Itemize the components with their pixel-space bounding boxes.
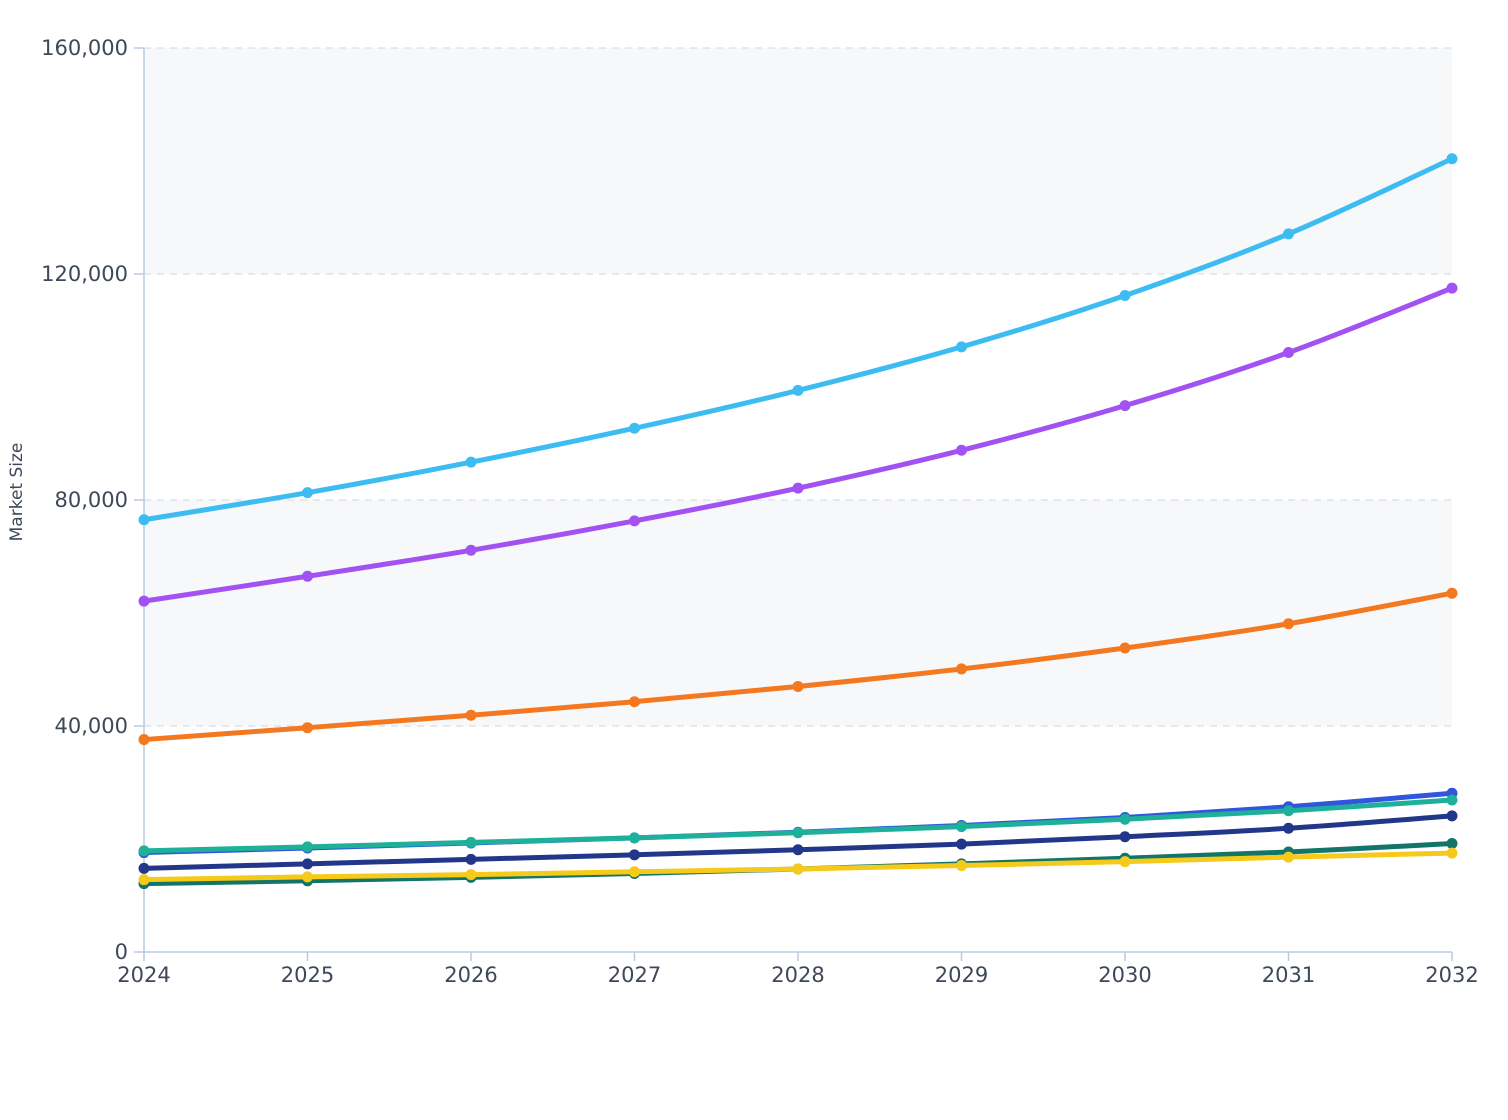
data-point[interactable]	[465, 853, 477, 865]
series-line	[141, 285, 1455, 604]
plot-band	[144, 48, 1452, 274]
data-point[interactable]	[302, 841, 313, 853]
data-point[interactable]	[1283, 618, 1294, 630]
series-group	[138, 153, 1458, 890]
x-tick-label: 2026	[444, 963, 497, 987]
data-point[interactable]	[1446, 282, 1458, 294]
plot-band	[144, 500, 1452, 726]
data-point[interactable]	[792, 680, 804, 692]
data-point[interactable]	[792, 482, 804, 494]
data-point[interactable]	[1446, 153, 1458, 165]
gridlines	[144, 47, 1452, 727]
data-point[interactable]	[956, 444, 967, 456]
data-point[interactable]	[138, 734, 150, 746]
data-point[interactable]	[956, 860, 967, 872]
data-point[interactable]	[956, 821, 967, 833]
series-6	[138, 810, 1458, 874]
series-8	[138, 847, 1458, 886]
data-point[interactable]	[629, 696, 640, 708]
data-point[interactable]	[629, 849, 640, 861]
data-point[interactable]	[302, 858, 313, 870]
x-tick-label: 2024	[117, 963, 170, 987]
series-2	[138, 282, 1458, 607]
x-tick-label: 2028	[771, 963, 824, 987]
data-point[interactable]	[465, 544, 477, 556]
x-tick-label: 2029	[935, 963, 988, 987]
data-point[interactable]	[302, 570, 313, 582]
data-point[interactable]	[792, 827, 804, 839]
data-point[interactable]	[1119, 642, 1131, 654]
plot-background	[144, 48, 1452, 726]
data-point[interactable]	[465, 836, 477, 848]
data-point[interactable]	[1119, 831, 1131, 843]
y-axis-title: Market Size	[7, 443, 27, 542]
data-point[interactable]	[1119, 400, 1131, 412]
data-point[interactable]	[138, 845, 150, 857]
y-tick-label: 120,000	[41, 262, 128, 286]
data-point[interactable]	[1446, 794, 1458, 806]
data-point[interactable]	[792, 384, 804, 396]
y-tick-label: 0	[115, 940, 128, 964]
data-point[interactable]	[956, 341, 967, 353]
data-point[interactable]	[1283, 822, 1294, 834]
x-axis-ticks: 2024 2025 2026 2027 2028 2029 2030 2031 2032	[117, 952, 1479, 987]
data-point[interactable]	[1283, 805, 1294, 817]
data-point[interactable]	[792, 863, 804, 875]
data-point[interactable]	[465, 456, 477, 468]
data-point[interactable]	[1119, 813, 1131, 825]
series-5	[138, 794, 1458, 857]
data-point[interactable]	[629, 515, 640, 527]
y-tick-label: 80,000	[55, 488, 128, 512]
data-point[interactable]	[302, 487, 313, 499]
data-point[interactable]	[1283, 347, 1294, 359]
data-point[interactable]	[138, 595, 150, 607]
data-point[interactable]	[465, 709, 477, 721]
data-point[interactable]	[629, 422, 640, 434]
data-point[interactable]	[1283, 228, 1294, 240]
data-point[interactable]	[302, 871, 313, 883]
data-point[interactable]	[792, 844, 804, 856]
series-1	[138, 153, 1458, 526]
y-tick-label: 160,000	[41, 36, 128, 60]
data-point[interactable]	[138, 862, 150, 874]
data-point[interactable]	[1446, 838, 1458, 850]
data-point[interactable]	[629, 866, 640, 878]
data-point[interactable]	[138, 874, 150, 886]
y-axis-ticks: 0 40,000 80,000 120,000 160,000	[41, 36, 144, 964]
data-point[interactable]	[302, 722, 313, 734]
data-point[interactable]	[956, 663, 967, 675]
data-point[interactable]	[1119, 289, 1131, 301]
y-tick-label: 40,000	[55, 714, 128, 738]
series-line	[141, 813, 1455, 871]
data-point[interactable]	[629, 832, 640, 844]
series-line	[141, 156, 1455, 523]
data-point[interactable]	[1283, 851, 1294, 863]
data-point[interactable]	[1446, 847, 1458, 859]
x-tick-label: 2032	[1425, 963, 1478, 987]
x-tick-label: 2025	[281, 963, 334, 987]
data-point[interactable]	[956, 838, 967, 850]
data-point[interactable]	[1119, 856, 1131, 868]
x-tick-label: 2030	[1098, 963, 1151, 987]
x-tick-label: 2027	[608, 963, 661, 987]
data-point[interactable]	[465, 869, 477, 881]
data-point[interactable]	[1446, 587, 1458, 599]
series-3	[138, 587, 1458, 746]
data-point[interactable]	[1446, 810, 1458, 822]
data-point[interactable]	[138, 514, 150, 526]
x-tick-label: 2031	[1262, 963, 1315, 987]
